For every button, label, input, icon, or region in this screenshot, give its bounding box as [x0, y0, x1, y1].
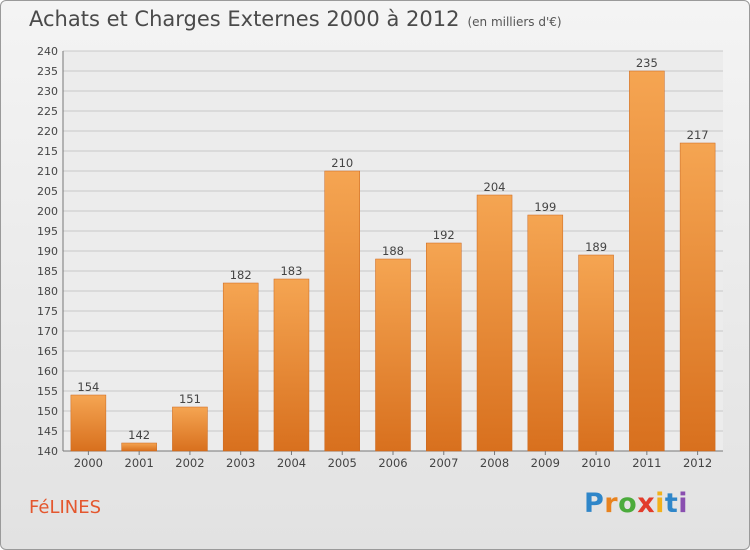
city-name: FéLINES [29, 497, 102, 518]
y-tick-label: 210 [37, 165, 58, 178]
logo-letter: r [604, 488, 619, 519]
y-tick-label: 160 [37, 365, 58, 378]
bar-value-label: 204 [484, 180, 506, 194]
y-tick-label: 155 [37, 385, 58, 398]
bar-value-label: 192 [433, 228, 455, 242]
bar [70, 394, 107, 452]
bar [172, 406, 208, 452]
logo-letter: i [678, 488, 689, 519]
x-tick-label: 2004 [277, 456, 306, 470]
proxiti-logo[interactable]: Proxiti [584, 488, 688, 519]
y-tick-label: 230 [37, 85, 58, 98]
y-tick-label: 205 [37, 185, 58, 198]
bar [578, 254, 614, 452]
bar [679, 142, 716, 452]
x-tick-label: 2007 [429, 456, 458, 470]
x-tick-label: 2012 [683, 456, 712, 470]
bar [629, 70, 665, 452]
y-tick-label: 220 [37, 125, 58, 138]
bar [121, 442, 157, 452]
bar [527, 214, 564, 452]
title-text: Achats et Charges Externes 2000 à 2012 [29, 7, 460, 31]
bar-value-label: 151 [179, 392, 201, 406]
bar-value-label: 142 [128, 428, 150, 442]
logo-letter: x [637, 488, 656, 519]
x-tick-label: 2000 [74, 456, 103, 470]
chart-title: Achats et Charges Externes 2000 à 2012 (e… [29, 7, 562, 31]
x-tick-label: 2006 [378, 456, 407, 470]
bar [273, 278, 310, 452]
bar-value-label: 189 [585, 240, 607, 254]
y-tick-label: 240 [37, 45, 58, 58]
x-tick-label: 2002 [175, 456, 204, 470]
bar [426, 242, 462, 452]
y-tick-label: 190 [37, 245, 58, 258]
bar [324, 170, 360, 452]
bar [476, 194, 513, 452]
logo-letter: P [584, 488, 605, 519]
bar [222, 282, 259, 452]
y-tick-label: 225 [37, 105, 58, 118]
y-tick-label: 145 [37, 425, 58, 438]
x-tick-label: 2010 [581, 456, 610, 470]
y-tick-label: 150 [37, 405, 58, 418]
bar-value-label: 217 [687, 128, 709, 142]
logo-letter: i [655, 488, 665, 519]
y-tick-label: 180 [37, 285, 58, 298]
bar-value-label: 182 [230, 268, 252, 282]
y-tick-label: 140 [37, 445, 58, 458]
bar-value-label: 210 [331, 156, 353, 170]
y-tick-label: 215 [37, 145, 58, 158]
x-tick-label: 2001 [125, 456, 154, 470]
y-tick-label: 195 [37, 225, 58, 238]
x-tick-label: 2005 [328, 456, 357, 470]
bar-value-label: 188 [382, 244, 404, 258]
bar-value-label: 235 [636, 56, 658, 70]
bar-value-label: 154 [77, 380, 99, 394]
y-tick-label: 165 [37, 345, 58, 358]
y-tick-label: 200 [37, 205, 58, 218]
bar [375, 258, 411, 452]
x-tick-label: 2011 [632, 456, 661, 470]
x-tick-label: 2009 [531, 456, 560, 470]
x-tick-label: 2008 [480, 456, 509, 470]
y-tick-label: 170 [37, 325, 58, 338]
y-tick-label: 175 [37, 305, 58, 318]
logo-letter: o [618, 488, 638, 519]
x-tick-label: 2003 [226, 456, 255, 470]
logo-letter: t [664, 488, 679, 519]
unit-label: (en milliers d'€) [467, 15, 562, 29]
y-tick-label: 235 [37, 65, 58, 78]
y-tick-label: 185 [37, 265, 58, 278]
bar-value-label: 199 [534, 200, 556, 214]
bar-value-label: 183 [280, 264, 302, 278]
